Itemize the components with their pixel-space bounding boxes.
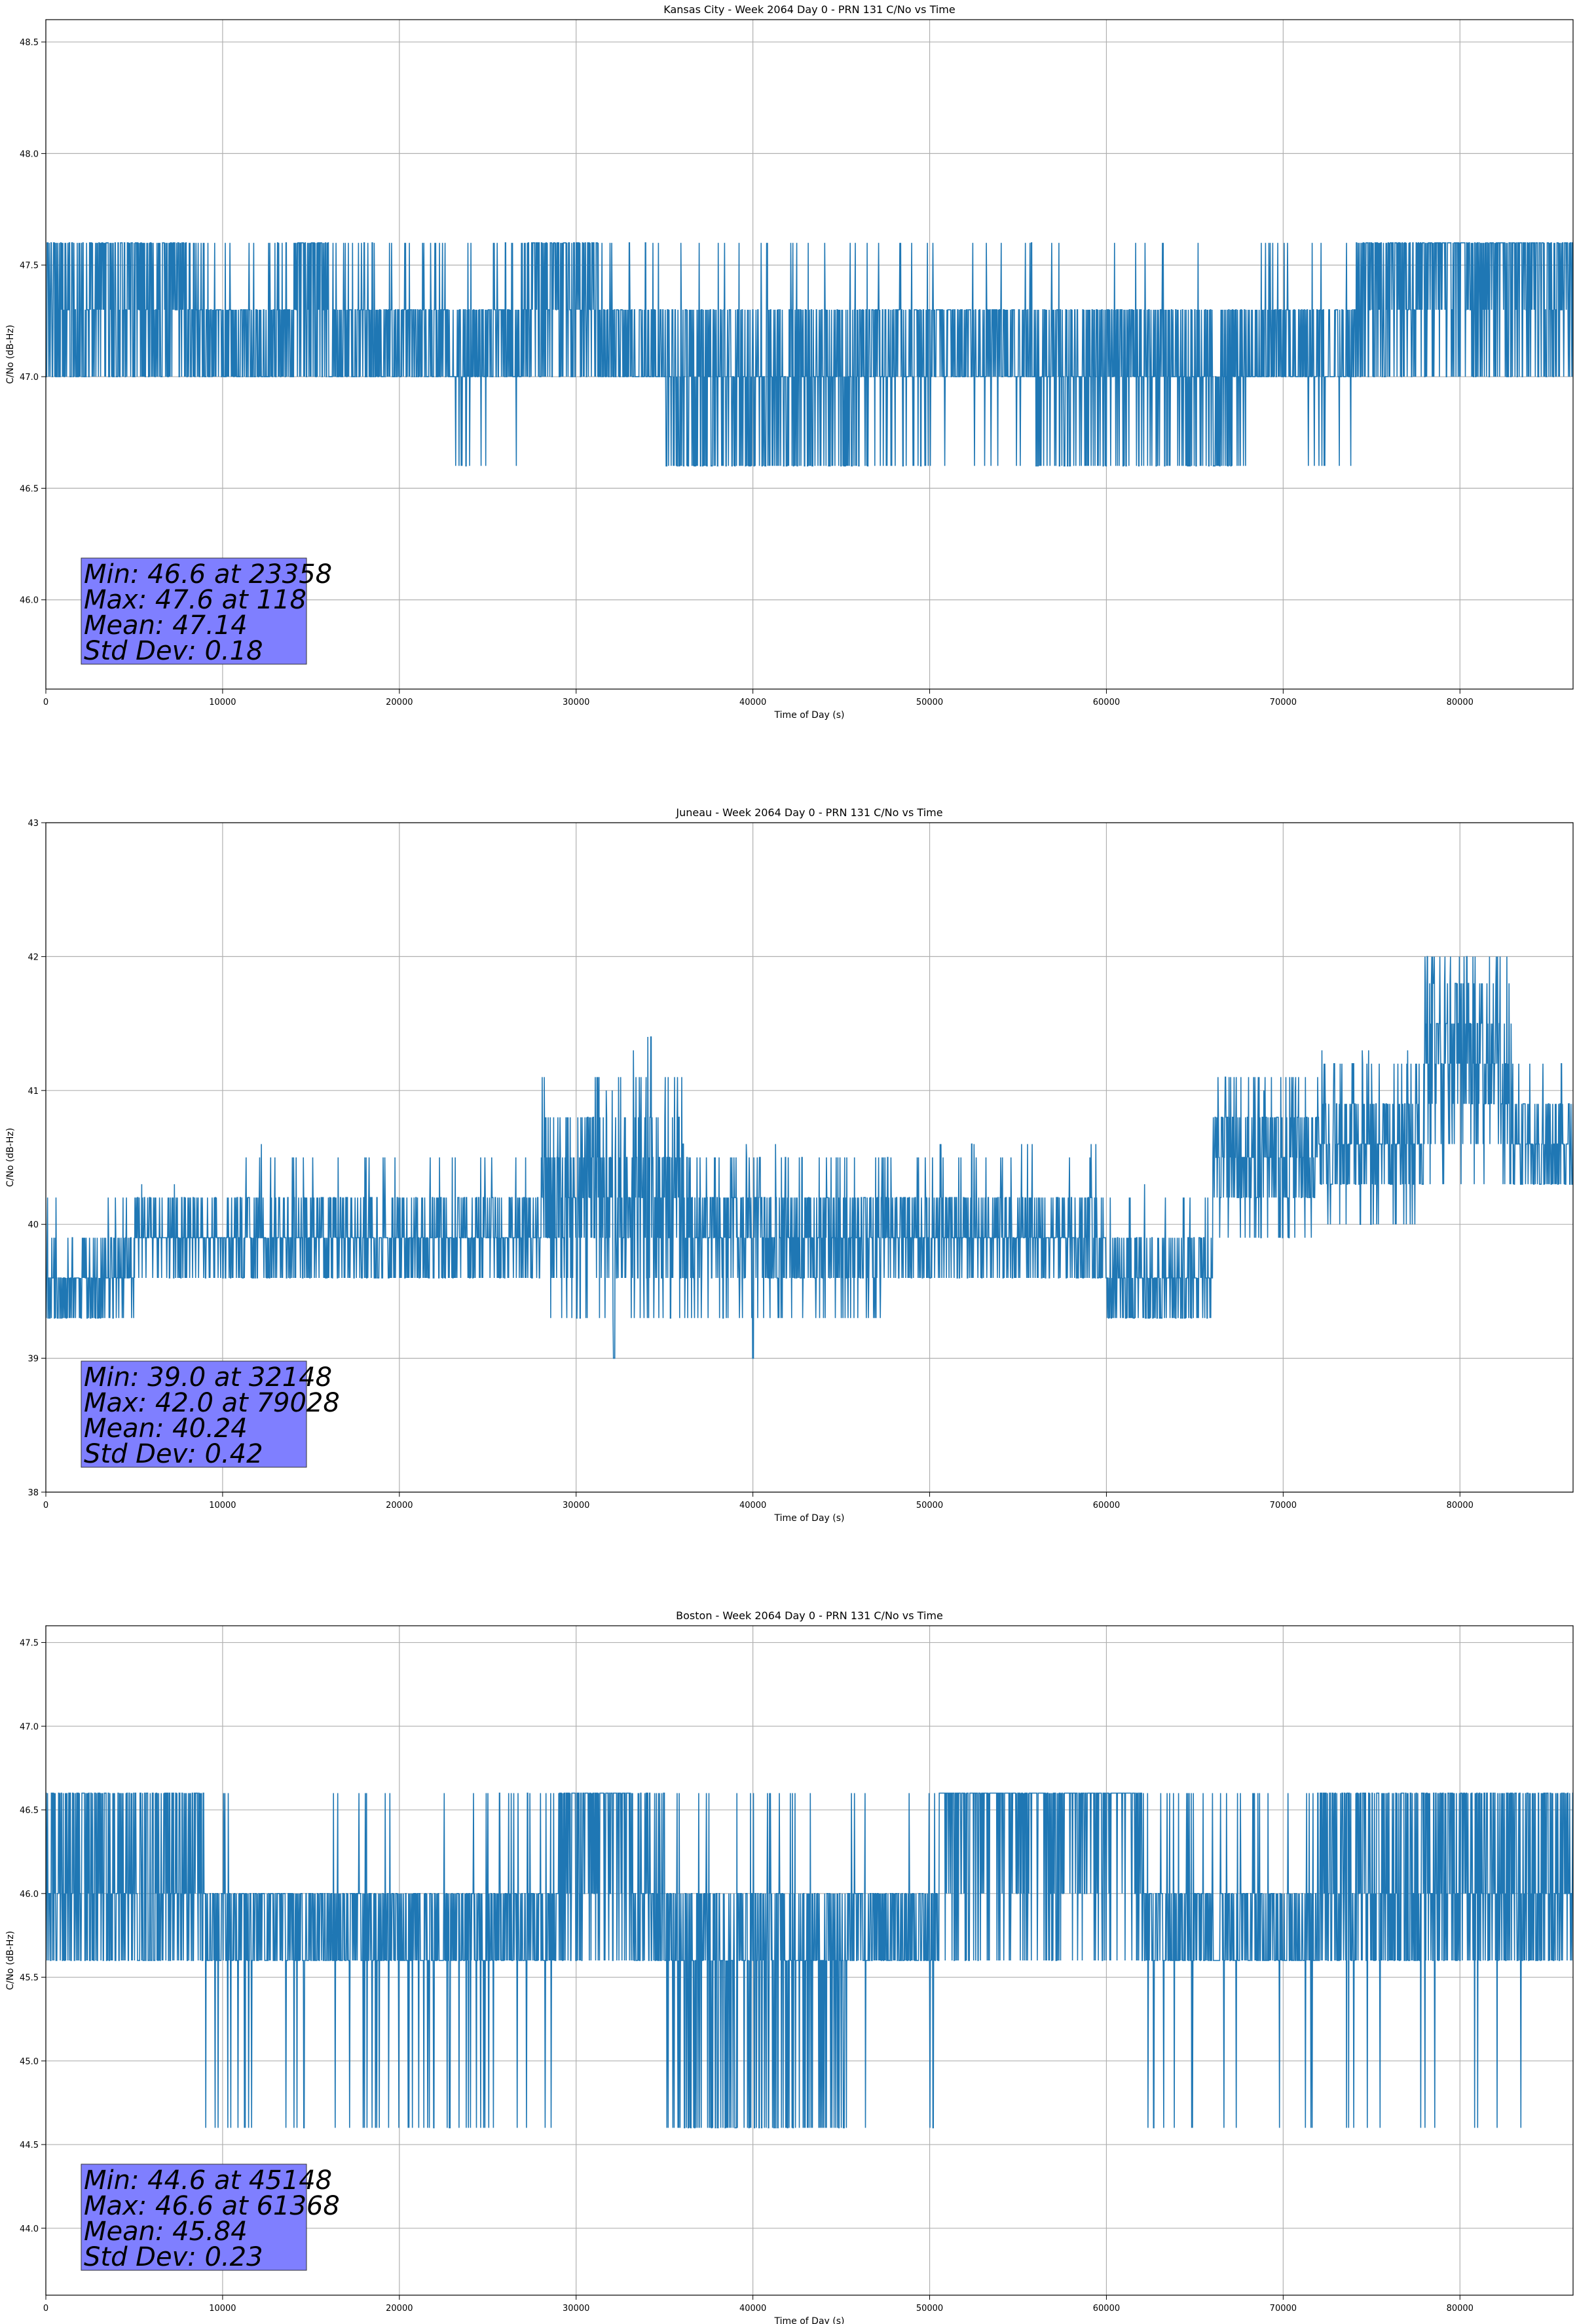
plot-frame <box>45 19 1574 690</box>
series-line <box>46 956 1573 1359</box>
stats-line: Std Dev: 0.23 <box>84 2242 263 2272</box>
stats-line: Max: 46.6 at 61368 <box>84 2191 340 2221</box>
y-axis-label: C/No (dB-Hz) <box>5 1931 16 1990</box>
x-tick-label: 0 <box>43 1501 48 1510</box>
x-tick-label: 80000 <box>1447 2304 1474 2314</box>
y-tick-label: 38 <box>28 1488 39 1498</box>
stats-line: Min: 44.6 at 45148 <box>84 2165 332 2196</box>
stats-line: Mean: 47.14 <box>84 610 248 641</box>
y-tick-label: 47.5 <box>20 261 39 271</box>
stats-line: Min: 39.0 at 32148 <box>84 1362 332 1393</box>
y-tick-label: 44.0 <box>20 2224 39 2234</box>
y-tick-label: 45.5 <box>20 1974 39 1983</box>
x-tick-label: 10000 <box>209 2304 236 2314</box>
x-tick-label: 30000 <box>563 2304 589 2314</box>
y-tick-label: 45.0 <box>20 2057 39 2067</box>
y-tick-label: 48.5 <box>20 38 39 48</box>
y-tick-label: 46.0 <box>20 596 39 606</box>
x-tick-label: 70000 <box>1270 2304 1297 2314</box>
chart-panel-2: 0 10000 20000 30000 40000 50000 60000 70000 8000… <box>5 1609 1574 2324</box>
x-tick-label: 70000 <box>1270 1501 1297 1510</box>
plot-frame <box>45 1625 1574 2296</box>
x-axis-label: Time of Day (s) <box>774 710 845 721</box>
x-tick-label: 30000 <box>563 698 589 707</box>
x-tick-label: 50000 <box>916 2304 943 2314</box>
series-line <box>46 242 1573 467</box>
x-tick-label: 0 <box>43 698 48 707</box>
y-tick-label: 40 <box>28 1220 39 1230</box>
stats-line: Min: 46.6 at 23358 <box>84 559 332 590</box>
plot-frame <box>45 822 1574 1493</box>
x-tick-label: 20000 <box>386 2304 413 2314</box>
chart-panel-0: 0 10000 20000 30000 40000 50000 60000 70000 8000… <box>5 3 1574 721</box>
y-tick-label: 46.5 <box>20 1806 39 1816</box>
y-tick-label: 42 <box>28 952 39 962</box>
x-tick-label: 60000 <box>1093 698 1120 707</box>
x-tick-label: 50000 <box>916 698 943 707</box>
y-axis-label: C/No (dB-Hz) <box>5 325 16 384</box>
stats-line: Mean: 40.24 <box>84 1414 248 1444</box>
chart-title: Boston - Week 2064 Day 0 - PRN 131 C/No … <box>676 1609 943 1622</box>
stats-box <box>81 2164 307 2271</box>
stats-line: Max: 42.0 at 79028 <box>84 1388 340 1418</box>
chart-panel-1: 0 10000 20000 30000 40000 50000 60000 70000 8000… <box>5 806 1574 1524</box>
x-tick-label: 40000 <box>739 1501 766 1510</box>
x-tick-label: 20000 <box>386 698 413 707</box>
y-tick-label: 47.0 <box>20 373 39 383</box>
y-tick-label: 47.5 <box>20 1639 39 1649</box>
x-axis-label: Time of Day (s) <box>774 2316 845 2324</box>
x-tick-label: 30000 <box>563 1501 589 1510</box>
y-tick-label: 48.0 <box>20 149 39 159</box>
stats-box <box>81 1360 307 1468</box>
x-tick-label: 60000 <box>1093 1501 1120 1510</box>
chart-title: Juneau - Week 2064 Day 0 - PRN 131 C/No … <box>675 806 942 819</box>
y-tick-label: 46.0 <box>20 1890 39 1900</box>
y-tick-label: 43 <box>28 819 39 829</box>
x-tick-label: 40000 <box>739 2304 766 2314</box>
x-tick-label: 80000 <box>1447 1501 1474 1510</box>
series-line <box>46 1792 1573 2129</box>
y-tick-label: 41 <box>28 1087 39 1096</box>
stats-line: Std Dev: 0.42 <box>84 1439 263 1469</box>
x-axis-label: Time of Day (s) <box>774 1513 845 1524</box>
x-tick-label: 20000 <box>386 1501 413 1510</box>
x-tick-label: 10000 <box>209 1501 236 1510</box>
x-tick-label: 50000 <box>916 1501 943 1510</box>
x-tick-label: 60000 <box>1093 2304 1120 2314</box>
x-tick-label: 80000 <box>1447 698 1474 707</box>
stats-line: Std Dev: 0.18 <box>84 636 263 666</box>
y-tick-label: 39 <box>28 1355 39 1364</box>
x-tick-label: 70000 <box>1270 698 1297 707</box>
chart-title: Kansas City - Week 2064 Day 0 - PRN 131 … <box>663 3 955 16</box>
x-tick-label: 40000 <box>739 698 766 707</box>
y-axis-label: C/No (dB-Hz) <box>5 1128 16 1187</box>
y-tick-label: 44.5 <box>20 2141 39 2150</box>
x-tick-label: 0 <box>43 2304 48 2314</box>
stats-line: Mean: 45.84 <box>84 2217 248 2247</box>
x-tick-label: 10000 <box>209 698 236 707</box>
y-tick-label: 46.5 <box>20 484 39 494</box>
stats-box <box>81 557 307 665</box>
y-tick-label: 47.0 <box>20 1722 39 1732</box>
stats-line: Max: 47.6 at 118 <box>84 585 306 615</box>
